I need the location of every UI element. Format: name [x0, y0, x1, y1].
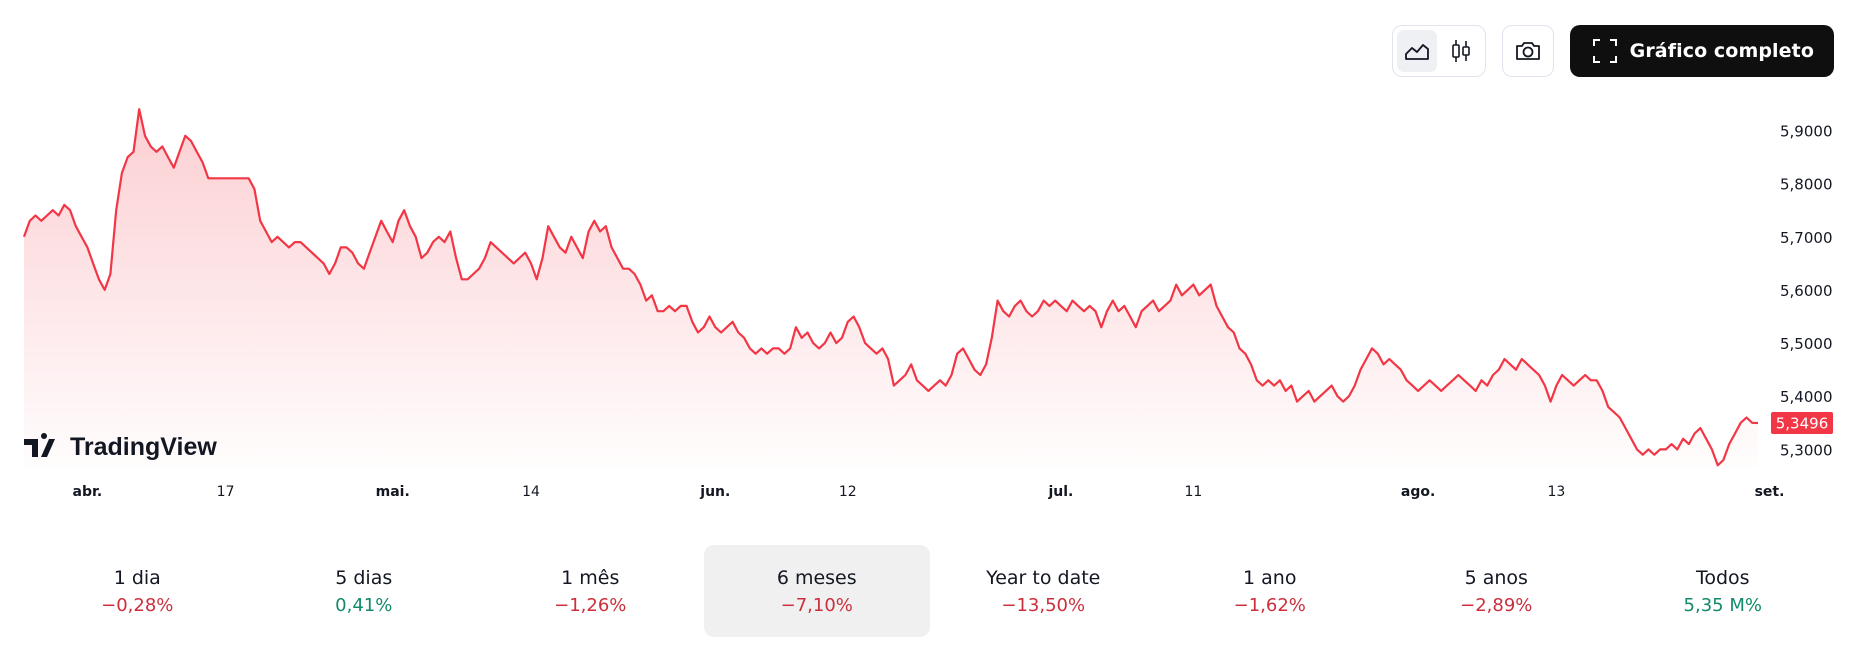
chart-style-switcher	[1391, 25, 1486, 77]
full-chart-button[interactable]: Gráfico completo	[1569, 25, 1834, 77]
range-tab-change: 5,35 M%	[1683, 594, 1762, 616]
x-axis-tick-label: mai.	[376, 484, 410, 500]
x-axis-tick-label: 14	[522, 484, 540, 500]
range-tab-label: 5 dias	[335, 566, 393, 589]
range-tab[interactable]: 5 dias 0,41%	[251, 545, 478, 637]
tradingview-logo-text: TradingView	[70, 433, 217, 461]
y-axis-tick-label: 5,5000	[1780, 335, 1833, 353]
x-axis-tick-label: 12	[839, 484, 857, 500]
x-axis-tick-label: 17	[217, 484, 235, 500]
y-axis-tick-label: 5,3000	[1780, 441, 1833, 459]
range-tab-change: −1,62%	[1233, 594, 1306, 616]
range-tab-label: 5 anos	[1464, 566, 1528, 589]
price-chart-svg[interactable]: 5,9000 5,8000 5,7000 5,6000 5,5000 5,4000 5,30…	[0, 80, 1860, 510]
price-chart[interactable]: 5,9000 5,8000 5,7000 5,6000 5,5000 5,4000 5,30…	[0, 80, 1860, 510]
range-tab[interactable]: 5 anos −2,89%	[1383, 545, 1610, 637]
y-axis-tick-label: 5,6000	[1780, 282, 1833, 300]
x-axis-tick-label: abr.	[73, 484, 103, 500]
range-tab[interactable]: Todos 5,35 M%	[1610, 545, 1837, 637]
tradingview-logo-icon	[24, 433, 55, 457]
range-tab-label: Year to date	[986, 566, 1101, 589]
camera-icon	[1515, 42, 1540, 60]
price-line[interactable]	[22, 108, 1759, 467]
range-tab-label: 1 dia	[113, 566, 161, 589]
range-tab[interactable]: 1 ano −1,62%	[1157, 545, 1384, 637]
area-chart-button[interactable]	[1396, 30, 1437, 72]
x-axis-tick-label: ago.	[1401, 484, 1435, 500]
x-axis-tick-label: jul.	[1047, 484, 1073, 500]
snapshot-button[interactable]	[1501, 25, 1554, 77]
range-tab[interactable]: 1 mês −1,26%	[477, 545, 704, 637]
range-tab-change: −13,50%	[1001, 594, 1086, 616]
range-tab-change: −2,89%	[1460, 594, 1533, 616]
range-tab-label: Todos	[1695, 566, 1750, 589]
y-axis-tick-label: 5,8000	[1780, 176, 1833, 194]
y-axis-tick-label: 5,9000	[1780, 123, 1833, 141]
last-price-badge	[1771, 412, 1833, 434]
area-chart-icon	[1404, 44, 1429, 60]
y-axis-tick-label: 5,4000	[1780, 388, 1833, 406]
range-tab[interactable]: 1 dia −0,28%	[24, 545, 251, 637]
range-tab[interactable]: 6 meses −7,10%	[703, 545, 930, 637]
candlestick-icon	[1451, 40, 1470, 62]
range-tab-label: 6 meses	[776, 566, 857, 589]
tradingview-logo[interactable]: TradingView	[24, 433, 217, 461]
range-tab-change: 0,41%	[335, 594, 393, 616]
last-price-label: 5,3496	[1776, 415, 1829, 433]
full-chart-label: Gráfico completo	[1629, 40, 1814, 62]
fullscreen-icon	[1592, 39, 1617, 63]
candlestick-button[interactable]	[1441, 30, 1481, 72]
x-axis-tick-label: 13	[1547, 484, 1565, 500]
range-tab-change: −1,26%	[554, 594, 627, 616]
time-range-selector: 1 dia −0,28% 5 dias 0,41% 1 mês −1,26% 6 meses…	[24, 545, 1836, 637]
x-axis-tick-label: jun.	[699, 484, 730, 500]
range-tab-change: −0,28%	[101, 594, 174, 616]
price-area-fill	[24, 109, 1758, 468]
chart-toolbar: Gráfico completo	[1391, 25, 1834, 77]
x-axis-tick-label: set.	[1755, 484, 1785, 500]
range-tab-change: −7,10%	[780, 594, 853, 616]
x-axis-tick-label: 11	[1184, 484, 1202, 500]
y-axis-tick-label: 5,7000	[1780, 229, 1833, 247]
range-tab-label: 1 mês	[561, 566, 620, 589]
range-tab-label: 1 ano	[1243, 566, 1297, 589]
range-tab[interactable]: Year to date −13,50%	[930, 545, 1157, 637]
